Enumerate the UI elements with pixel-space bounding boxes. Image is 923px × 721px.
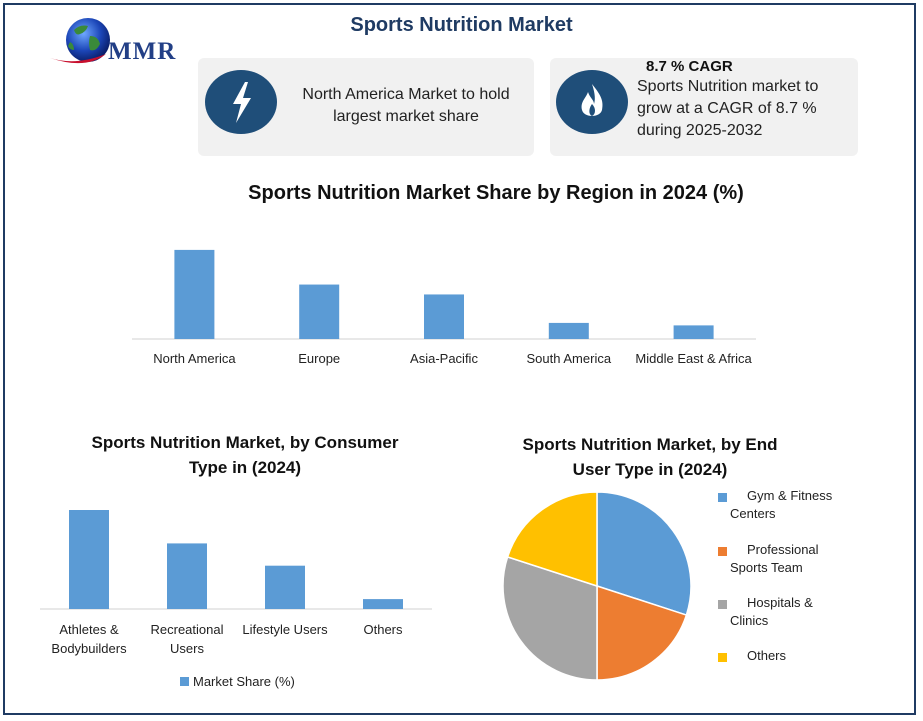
legend-swatch	[718, 653, 727, 662]
region-chart-title: Sports Nutrition Market Share by Region …	[248, 182, 744, 204]
cagr-card: 8.7 % CAGR Sports Nutrition market to gr…	[550, 58, 858, 156]
region-tick-label: Asia-Pacific	[410, 351, 478, 366]
consumer-title-line2: Type in (2024)	[188, 458, 302, 477]
region-tick-label: North America	[153, 351, 236, 366]
region-card-line2: largest market share	[333, 108, 479, 125]
pie-slice	[506, 491, 598, 588]
infographic-frame	[3, 3, 916, 715]
cagr-line1: Sports Nutrition market to	[637, 78, 819, 95]
consumer-legend-label: Market Share (%)	[193, 674, 295, 689]
legend-swatch	[718, 600, 727, 609]
consumer-tick-label: Athletes &	[59, 622, 119, 637]
region-bar	[424, 294, 464, 339]
cagr-line2: grow at a CAGR of 8.7 %	[637, 100, 817, 117]
consumer-legend-swatch	[180, 677, 189, 686]
globe-icon	[50, 18, 110, 64]
cagr-heading: 8.7 % CAGR	[646, 58, 733, 75]
enduser-chart-title: Sports Nutrition Market, by End User Typ…	[500, 432, 800, 482]
consumer-bar	[363, 599, 403, 609]
cagr-line3: during 2025-2032	[637, 122, 763, 139]
flame-icon	[556, 70, 628, 134]
consumer-title-line1: Sports Nutrition Market, by Consumer	[91, 433, 399, 452]
consumer-bar	[69, 510, 109, 609]
legend-label: Others	[747, 648, 787, 663]
consumer-bar	[265, 565, 305, 609]
consumer-tick-label: Recreational	[151, 622, 224, 637]
region-card-text: North America Market to hold largest mar…	[286, 84, 526, 128]
pie-slice	[596, 491, 692, 616]
legend-label: Sports Team	[730, 560, 803, 575]
consumer-tick-label: Lifestyle Users	[242, 622, 328, 637]
region-bar	[299, 284, 340, 339]
cagr-card-text: Sports Nutrition market to grow at a CAG…	[637, 76, 853, 142]
mmr-logo: MMR	[46, 16, 196, 72]
region-bar	[548, 322, 589, 339]
legend-label: Professional	[747, 542, 819, 557]
legend-label: Centers	[730, 506, 776, 521]
consumer-chart-title: Sports Nutrition Market, by Consumer Typ…	[40, 430, 450, 480]
lightning-icon	[205, 70, 277, 134]
legend-label: Hospitals &	[747, 595, 813, 610]
consumer-bar	[167, 543, 207, 609]
legend-swatch	[718, 493, 727, 502]
region-card: North America Market to hold largest mar…	[198, 58, 534, 156]
legend-label: Clinics	[730, 613, 769, 628]
pie-slice	[502, 556, 598, 681]
region-card-line1: North America Market to hold	[302, 86, 510, 103]
enduser-title-line1: Sports Nutrition Market, by End	[522, 435, 778, 454]
region-tick-label: Europe	[298, 351, 340, 366]
region-tick-label: South America	[527, 351, 612, 366]
region-bar	[174, 249, 215, 339]
consumer-tick-label: Bodybuilders	[51, 641, 127, 656]
pie-slice	[596, 584, 688, 681]
legend-swatch	[718, 547, 727, 556]
region-bar	[673, 325, 714, 339]
enduser-title-line2: User Type in (2024)	[572, 460, 728, 479]
consumer-tick-label: Users	[170, 641, 204, 656]
consumer-tick-label: Others	[363, 622, 403, 637]
logo-text: MMR	[108, 38, 177, 65]
legend-label: Gym & Fitness	[747, 488, 833, 503]
page-title: Sports Nutrition Market	[350, 14, 573, 36]
region-tick-label: Middle East & Africa	[635, 351, 752, 366]
